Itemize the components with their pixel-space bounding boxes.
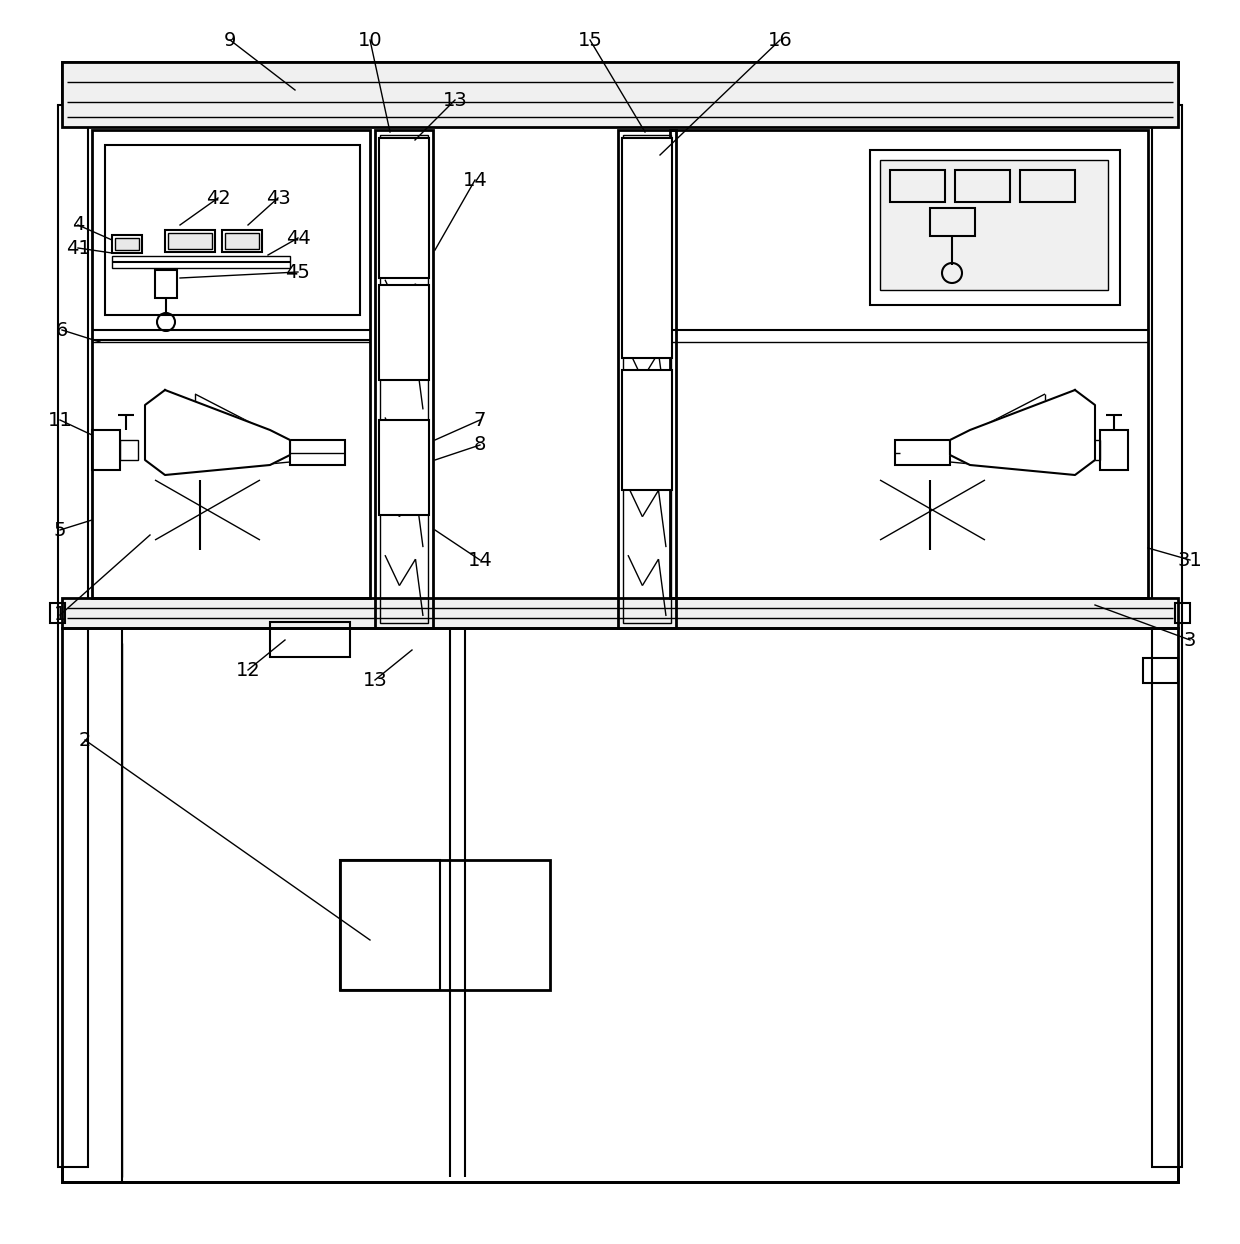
Text: 2: 2	[79, 730, 92, 749]
Text: 13: 13	[362, 671, 387, 689]
Polygon shape	[145, 391, 290, 475]
Bar	[895, 440, 950, 465]
Bar	[165, 230, 215, 253]
Text: 7: 7	[474, 411, 486, 429]
Bar	[1100, 430, 1128, 470]
Bar	[930, 208, 975, 236]
Bar	[870, 151, 1120, 305]
Text: 44: 44	[285, 229, 310, 248]
Bar	[1152, 104, 1182, 1167]
Bar	[379, 285, 429, 379]
Text: 9: 9	[223, 31, 236, 50]
Bar	[340, 860, 551, 990]
Bar	[105, 146, 360, 315]
Bar	[50, 603, 64, 623]
Bar	[62, 628, 1178, 1182]
Bar	[222, 230, 262, 253]
Bar	[379, 420, 429, 515]
Text: 10: 10	[357, 31, 382, 50]
Bar	[622, 369, 672, 490]
Bar	[670, 131, 1148, 598]
Bar	[955, 170, 1011, 202]
Bar	[374, 131, 433, 628]
Bar	[890, 170, 945, 202]
Text: 31: 31	[1178, 551, 1203, 570]
Bar	[379, 136, 428, 623]
Bar	[1083, 440, 1100, 460]
Bar	[115, 238, 139, 250]
Bar	[62, 598, 1178, 628]
Text: 14: 14	[467, 551, 492, 570]
Bar	[112, 235, 143, 253]
Bar	[224, 233, 259, 249]
Bar	[58, 104, 88, 1167]
Text: 14: 14	[463, 170, 487, 189]
Text: 12: 12	[236, 661, 260, 679]
Text: 4: 4	[72, 215, 84, 235]
Bar	[622, 136, 671, 623]
Text: 15: 15	[578, 31, 603, 50]
Bar	[1176, 603, 1190, 623]
Text: 11: 11	[47, 411, 72, 429]
Text: 8: 8	[474, 435, 486, 454]
Bar	[618, 131, 676, 628]
Bar	[155, 270, 177, 299]
Bar	[622, 138, 672, 358]
Text: 41: 41	[66, 239, 91, 258]
Bar	[112, 256, 290, 267]
Bar	[340, 860, 440, 990]
Polygon shape	[950, 391, 1095, 475]
Text: 13: 13	[443, 91, 467, 109]
Bar	[92, 131, 370, 598]
Text: 3: 3	[1184, 631, 1197, 649]
Text: 1: 1	[53, 606, 66, 624]
Bar	[167, 233, 212, 249]
Text: 6: 6	[56, 321, 68, 340]
Text: 45: 45	[285, 262, 310, 281]
Bar	[270, 622, 350, 657]
Bar	[92, 430, 120, 470]
Text: 43: 43	[265, 189, 290, 208]
Bar	[880, 160, 1109, 290]
Text: 42: 42	[206, 189, 231, 208]
Text: 16: 16	[768, 31, 792, 50]
Bar	[1021, 170, 1075, 202]
Bar	[1143, 658, 1178, 683]
Bar	[290, 440, 345, 465]
Bar	[62, 62, 1178, 127]
Bar	[379, 138, 429, 277]
Bar	[120, 440, 138, 460]
Text: 5: 5	[53, 520, 66, 540]
